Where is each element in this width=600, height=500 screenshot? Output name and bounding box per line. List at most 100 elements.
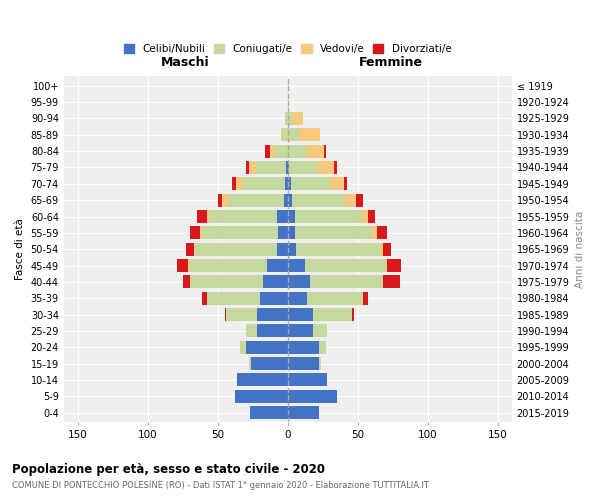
Bar (317, 161, 334, 174)
Bar (288, 210, 295, 223)
Bar (185, 242, 194, 256)
Bar (288, 308, 313, 321)
Bar (222, 194, 227, 206)
Bar (256, 161, 286, 174)
Bar (383, 276, 400, 288)
Bar (288, 242, 296, 256)
Bar (383, 242, 391, 256)
Bar (232, 178, 236, 190)
Bar (295, 226, 372, 239)
Bar (196, 242, 277, 256)
Bar (296, 242, 380, 256)
Bar (246, 340, 288, 353)
Bar (288, 161, 289, 174)
Bar (313, 324, 327, 338)
Bar (288, 276, 310, 288)
Bar (248, 357, 251, 370)
Bar (288, 96, 289, 108)
Bar (305, 259, 386, 272)
Bar (235, 390, 288, 403)
Bar (344, 178, 347, 190)
Bar (250, 406, 288, 419)
Bar (345, 194, 356, 206)
Bar (218, 194, 222, 206)
Bar (295, 210, 361, 223)
Bar (257, 324, 288, 338)
Bar (206, 292, 260, 304)
Bar (364, 292, 368, 304)
Bar (285, 178, 288, 190)
Bar (201, 226, 278, 239)
Bar (251, 357, 288, 370)
Bar (177, 259, 188, 272)
Bar (243, 178, 285, 190)
Bar (188, 259, 190, 272)
Bar (190, 276, 263, 288)
Bar (288, 226, 295, 239)
Bar (209, 210, 277, 223)
Bar (260, 292, 288, 304)
Bar (257, 308, 288, 321)
Bar (282, 128, 288, 141)
Bar (290, 178, 330, 190)
Bar (275, 144, 288, 158)
Y-axis label: Anni di nascita: Anni di nascita (575, 210, 585, 288)
Bar (324, 144, 326, 158)
Bar (226, 308, 257, 321)
Bar (227, 194, 284, 206)
Bar (269, 144, 275, 158)
Bar (387, 259, 401, 272)
Bar (288, 406, 319, 419)
Bar (334, 161, 337, 174)
Bar (288, 340, 319, 353)
Bar (288, 194, 292, 206)
Bar (386, 259, 387, 272)
Bar (330, 178, 344, 190)
Bar (288, 178, 290, 190)
Bar (377, 226, 387, 239)
Bar (292, 194, 345, 206)
Bar (289, 161, 317, 174)
Bar (288, 324, 313, 338)
Text: COMUNE DI PONTECCHIO POLESINE (RO) - Dati ISTAT 1° gennaio 2020 - Elaborazione T: COMUNE DI PONTECCHIO POLESINE (RO) - Dat… (12, 481, 429, 490)
Bar (372, 226, 377, 239)
Bar (361, 210, 368, 223)
Bar (277, 210, 288, 223)
Bar (310, 276, 383, 288)
Bar (313, 308, 352, 321)
Text: Maschi: Maschi (160, 56, 209, 69)
Bar (202, 292, 206, 304)
Bar (292, 112, 303, 125)
Bar (380, 242, 383, 256)
Bar (288, 259, 305, 272)
Bar (307, 144, 324, 158)
Bar (288, 128, 299, 141)
Bar (281, 128, 282, 141)
Bar (319, 340, 326, 353)
Legend: Celibi/Nubili, Coniugati/e, Vedovi/e, Divorziati/e: Celibi/Nubili, Coniugati/e, Vedovi/e, Di… (120, 40, 455, 58)
Bar (288, 112, 292, 125)
Bar (285, 112, 288, 125)
Text: Femmine: Femmine (359, 56, 423, 69)
Bar (240, 340, 246, 353)
Bar (190, 259, 267, 272)
Bar (286, 161, 288, 174)
Bar (263, 276, 288, 288)
Bar (284, 194, 288, 206)
Bar (265, 144, 269, 158)
Y-axis label: Fasce di età: Fasce di età (15, 218, 25, 280)
Bar (236, 178, 243, 190)
Bar (246, 161, 248, 174)
Bar (288, 390, 337, 403)
Bar (299, 128, 320, 141)
Bar (197, 210, 206, 223)
Bar (194, 242, 196, 256)
Bar (288, 292, 307, 304)
Bar (267, 259, 288, 272)
Bar (246, 324, 257, 338)
Bar (288, 80, 289, 92)
Bar (277, 242, 288, 256)
Bar (288, 144, 307, 158)
Bar (183, 276, 190, 288)
Bar (190, 226, 200, 239)
